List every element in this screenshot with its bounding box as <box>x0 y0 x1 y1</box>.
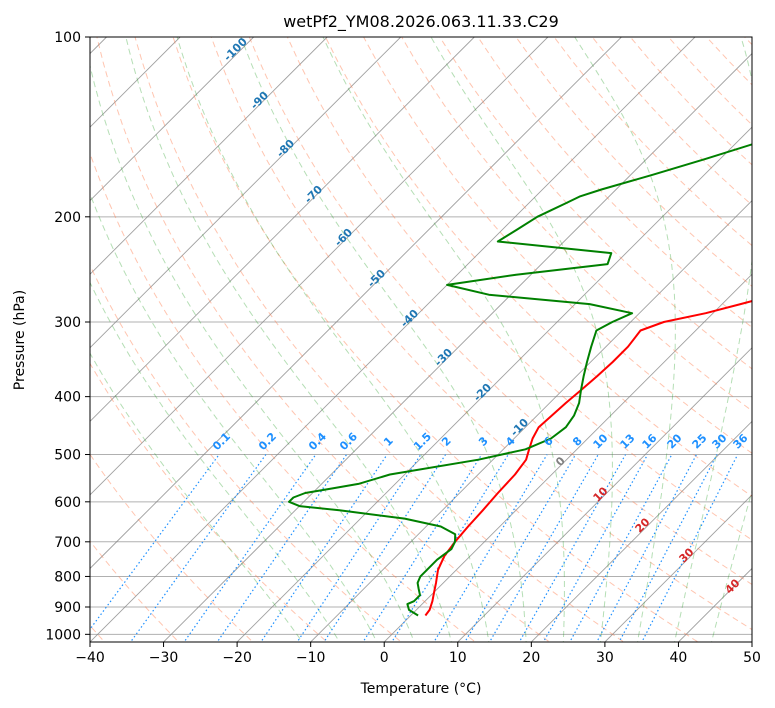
x-tick-label: −20 <box>222 650 252 666</box>
plot-frame <box>89 36 753 643</box>
x-tick-label: −40 <box>75 650 105 666</box>
x-tick-label: −10 <box>296 650 326 666</box>
isotherm-line <box>90 37 549 496</box>
moist-adiabat <box>673 37 752 642</box>
dry-adiabat <box>248 37 752 586</box>
dry-adiabat <box>90 362 328 642</box>
mixing-ratio-line <box>488 454 599 642</box>
moist-adiabat <box>240 37 527 642</box>
dry-adiabat <box>210 37 752 631</box>
plot-area <box>90 37 752 642</box>
isotherm-line <box>90 37 696 642</box>
dry-adiabat <box>363 37 752 454</box>
moist-adiabat <box>125 37 453 642</box>
dry-adiabat <box>134 37 625 642</box>
moist-adiabats <box>90 37 752 642</box>
mixing-ratio-line <box>618 454 718 642</box>
dry-adiabat <box>90 264 403 642</box>
moist-adiabat <box>710 489 752 642</box>
isotherm-line <box>310 200 752 642</box>
y-tick-label: 400 <box>54 390 81 406</box>
moist-adiabat <box>90 63 415 642</box>
isotherm-line <box>236 126 752 642</box>
isotherm-line <box>383 273 752 642</box>
isotherm-line <box>604 494 752 642</box>
y-tick-label: 100 <box>54 30 81 46</box>
isotherm-line <box>163 52 752 642</box>
isotherm-line <box>457 347 752 642</box>
moist-adiabat <box>90 352 303 642</box>
mixing-ratio-line <box>260 454 388 642</box>
mixing-ratio-line <box>216 454 348 642</box>
isotherm-line <box>531 420 752 642</box>
x-tick-label: 30 <box>596 650 614 666</box>
mixing-ratio-line <box>518 454 627 642</box>
sounding-traces <box>288 143 752 617</box>
mixing-ratio-line <box>641 454 739 642</box>
mixing-ratio-line <box>464 454 577 642</box>
y-tick-label: 1000 <box>45 627 81 643</box>
isotherm-line <box>90 37 475 422</box>
y-tick-label: 800 <box>54 569 81 585</box>
chart-title: wetPf2_YM08.2026.063.11.33.C29 <box>283 12 559 32</box>
moist-adiabat <box>574 37 676 642</box>
isotherm-line <box>90 37 254 202</box>
dry-adiabat <box>96 37 551 642</box>
y-axis-ticks: 100 200 300 400 500 600 700 800 900 1000 <box>45 30 90 643</box>
x-tick-label: 20 <box>522 650 540 666</box>
mixing-ratio-line <box>596 454 698 642</box>
isotherm-line <box>90 37 328 275</box>
temperature-trace <box>424 299 752 617</box>
y-tick-label: 600 <box>54 495 81 511</box>
x-tick-label: 0 <box>380 650 389 666</box>
y-tick-label: 500 <box>54 448 81 464</box>
dewpoint-trace <box>288 143 752 617</box>
x-tick-label: 10 <box>449 650 467 666</box>
dry-adiabat <box>172 37 699 642</box>
isotherm-line <box>90 37 622 570</box>
y-tick-label: 900 <box>54 600 81 616</box>
x-tick-label: 50 <box>743 650 761 666</box>
isotherm-line <box>751 641 752 642</box>
y-tick-label: 700 <box>54 535 81 551</box>
dry-adiabat <box>90 453 254 642</box>
moist-adiabat <box>176 37 490 642</box>
isotherm-line <box>90 37 402 349</box>
isotherm-grid <box>90 37 752 642</box>
mixing-ratio-line <box>542 454 649 642</box>
moist-adiabat <box>90 192 378 642</box>
x-tick-label: 40 <box>670 650 688 666</box>
dry-adiabat <box>325 37 752 497</box>
y-tick-label: 300 <box>54 315 81 331</box>
isobar-grid <box>90 37 752 635</box>
x-tick-label: −30 <box>149 650 179 666</box>
x-axis-label: Temperature (°C) <box>360 681 482 697</box>
x-axis-ticks: −40 −30 −20 −10 0 10 20 30 40 50 <box>75 642 761 666</box>
mixing-ratio-line <box>296 454 422 642</box>
dry-adiabat <box>286 37 752 541</box>
dry-adiabats <box>90 37 752 642</box>
mixing-ratio-line <box>569 454 673 642</box>
y-tick-label: 200 <box>54 210 81 226</box>
y-axis-label: Pressure (hPa) <box>12 290 28 390</box>
moist-adiabat <box>430 37 613 642</box>
mixing-ratio-line <box>433 454 548 642</box>
